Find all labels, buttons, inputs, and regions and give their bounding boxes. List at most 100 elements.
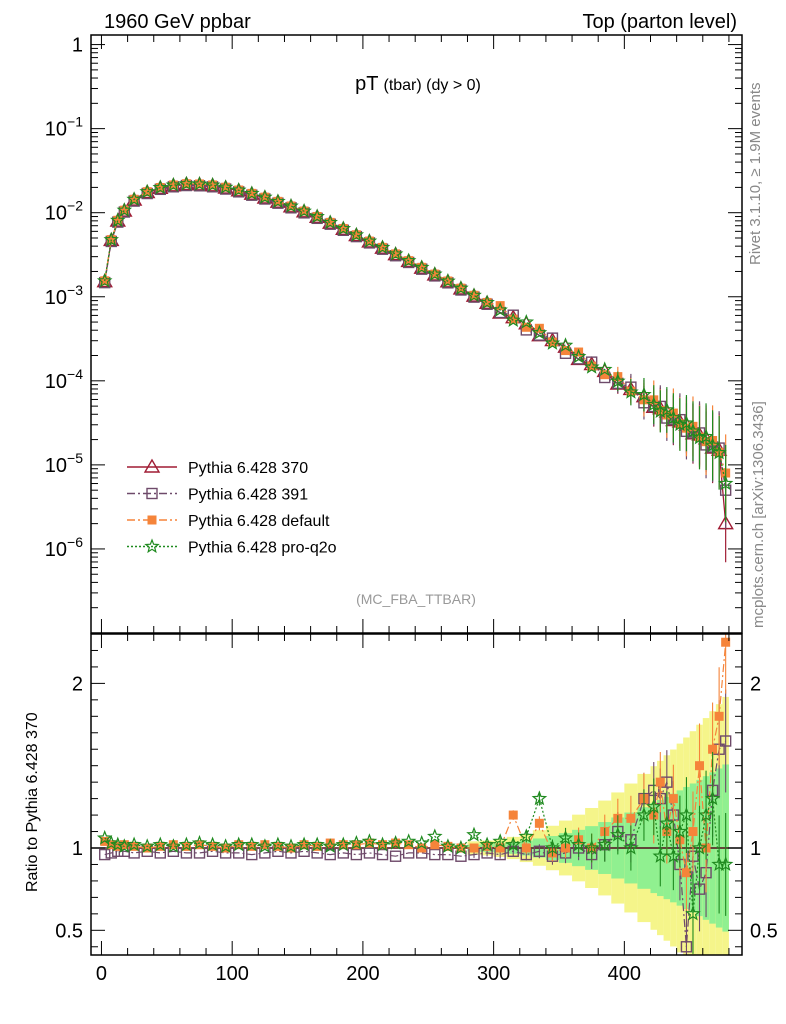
y-tick-label: 10−2 [45, 198, 83, 225]
ratio-point [440, 838, 456, 853]
y-tick-base: 10 [45, 455, 67, 477]
ratio-point [521, 843, 531, 853]
ratio-point [389, 850, 402, 862]
mcplots-label: mcplots.cern.ch [arXiv:1306.3436] [750, 401, 767, 628]
ratio-point [429, 848, 441, 861]
y-tick-label: 10−4 [45, 366, 83, 393]
ratio-point [492, 833, 508, 849]
data-point [479, 294, 495, 310]
data-point [492, 301, 508, 317]
y-tick-exp: −4 [67, 366, 83, 382]
data-point [322, 214, 338, 230]
ratio-point [129, 841, 139, 851]
data-point [296, 203, 312, 218]
ratio-panel: 0.5 0.5 1 1 2 2 0 100 200 300 400 Ratio to Pythia … [24, 633, 778, 985]
y-tick-label: 10−1 [45, 114, 83, 141]
data-point [103, 231, 119, 247]
ratio-line [104, 740, 727, 947]
plot-title: pT (tbar) (dy > 0) [355, 73, 481, 95]
ratio-point [273, 841, 283, 851]
ratio-point [400, 833, 417, 849]
ratio-point [376, 848, 389, 861]
data-point [309, 208, 325, 224]
y-tick-base: 10 [45, 287, 67, 309]
ratio-point [139, 838, 155, 853]
series-line-3 [104, 183, 727, 484]
ratio-series-1 [99, 689, 732, 955]
data-point [574, 347, 584, 357]
data-point [283, 197, 299, 213]
ratio-line [104, 796, 726, 914]
plot-title-main: pT [355, 73, 378, 95]
ratio-point [217, 838, 234, 853]
data-point [672, 416, 688, 432]
ratio-point [714, 711, 724, 721]
data-point [110, 212, 126, 228]
x-tick-label: 0 [96, 963, 107, 985]
legend-entry: Pythia 6.428 default [127, 513, 330, 530]
x-tick-label: 400 [608, 963, 641, 985]
data-point [335, 220, 352, 236]
ratio-point [126, 836, 142, 852]
data-point [636, 386, 652, 402]
ratio-point [312, 841, 322, 851]
ratio-point [221, 843, 231, 853]
ratio-point [191, 834, 208, 850]
data-point [466, 287, 482, 303]
ratio-point [152, 836, 169, 852]
data-point [126, 191, 142, 207]
data-point [659, 401, 675, 417]
data-point [191, 175, 208, 191]
ratio-point [427, 828, 443, 844]
ratio-point [678, 806, 695, 822]
ratio-point [309, 836, 325, 852]
ratio-point [583, 839, 600, 855]
data-point [704, 437, 721, 453]
header-left: 1960 GeV ppbar [104, 11, 251, 33]
data-point [96, 272, 113, 288]
legend-entry: Pythia 6.428 pro-q2o [127, 538, 337, 557]
legend-label: Pythia 6.428 391 [188, 487, 308, 504]
data-point [440, 273, 456, 288]
y-tick-exp: −6 [67, 534, 83, 550]
plot-title-sub: (tbar) (dy > 0) [383, 77, 480, 94]
ratio-point [165, 838, 182, 853]
ratio-axes: 0.5 0.5 1 1 2 2 0 100 200 300 400 [55, 633, 778, 985]
ratio-point [178, 836, 195, 852]
legend-entry: Pythia 6.428 370 [127, 458, 308, 477]
ratio-point [534, 818, 544, 828]
data-point [204, 176, 221, 192]
ratio-point [659, 815, 675, 830]
ratio-point [695, 761, 705, 771]
y-tick-label: 1 [72, 35, 83, 57]
data-point [623, 383, 639, 399]
data-point [400, 252, 417, 268]
data-point [427, 265, 443, 281]
ratio-point [361, 833, 378, 849]
ratio-point [531, 790, 548, 806]
ratio-point [286, 843, 296, 853]
ratio-point [348, 834, 365, 850]
ratio-point [685, 905, 701, 921]
x-tick-label: 300 [477, 963, 510, 985]
ratio-point [672, 823, 688, 839]
legend-label: Pythia 6.428 370 [188, 460, 308, 477]
data-point [711, 444, 727, 460]
ratio-point [283, 838, 299, 853]
rivet-label: Rivet 3.1.10, ≥ 1.9M events [747, 83, 764, 266]
data-point [139, 183, 155, 199]
data-point [652, 403, 669, 418]
data-point [665, 409, 682, 425]
ratio-y-tick-label: 1 [72, 838, 83, 860]
ratio-point [469, 843, 479, 853]
data-point [453, 280, 469, 295]
data-point [217, 179, 234, 194]
ratio-point [557, 829, 574, 845]
header-right: Top (parton level) [582, 11, 737, 33]
y-tick-exp: −2 [67, 198, 83, 214]
data-point [152, 179, 169, 195]
ratio-point [430, 840, 440, 850]
data-point [691, 429, 708, 445]
ratio-point [453, 839, 469, 855]
data-point [678, 415, 695, 430]
